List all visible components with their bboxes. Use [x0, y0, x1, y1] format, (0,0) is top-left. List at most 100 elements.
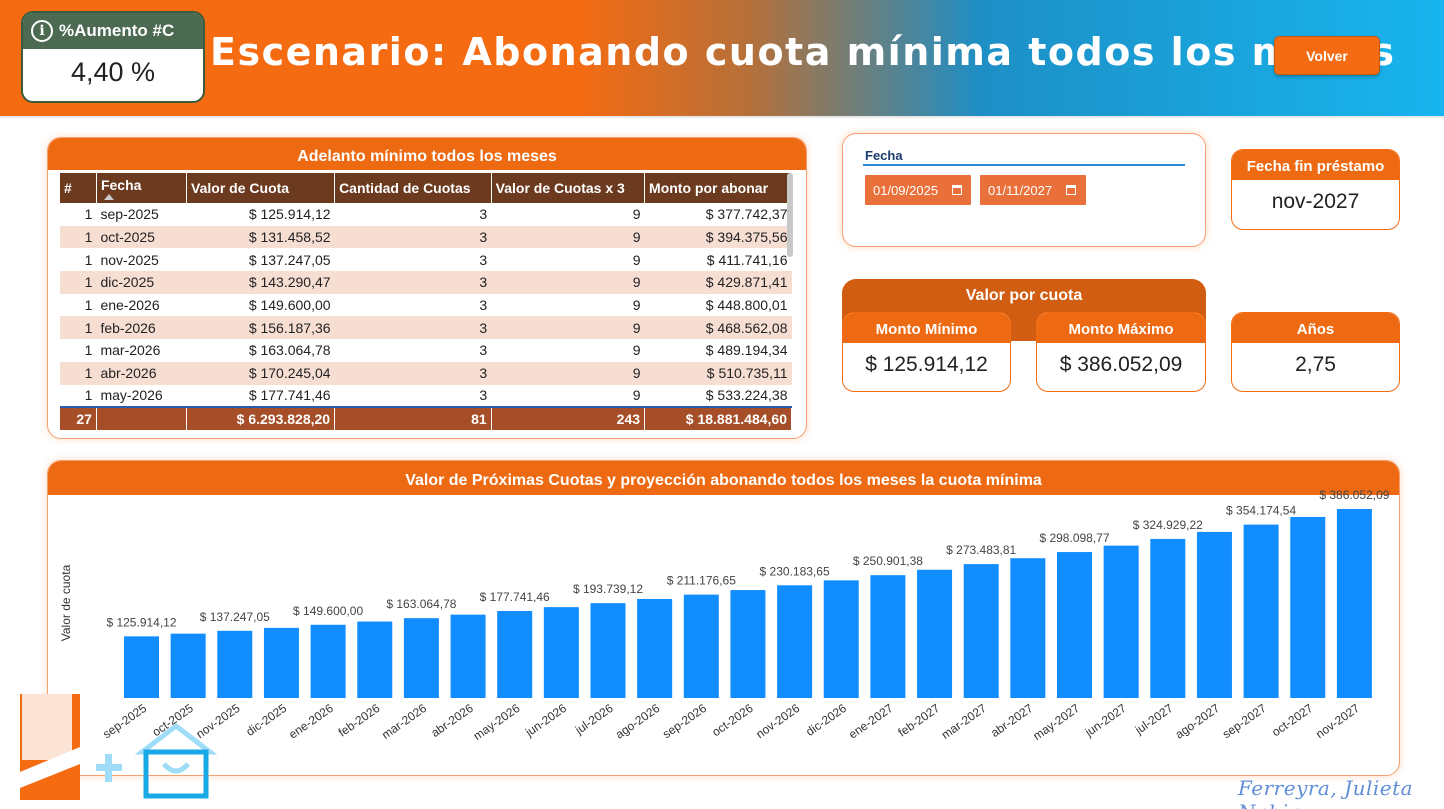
table-cell: 3: [334, 271, 492, 294]
table-cell: $ 468.562,08: [644, 316, 792, 340]
bar-mar-2027[interactable]: [963, 564, 999, 698]
table-cell: 1: [84, 342, 93, 359]
y-axis-label: Valor de cuota: [59, 564, 73, 641]
table-cell: 1: [60, 225, 97, 249]
table-row[interactable]: 1 abr-2026 $ 170.245,04 3 9 $ 510.735,11: [60, 361, 792, 385]
bar-jun-2026[interactable]: [543, 607, 579, 698]
bar-nov-2027[interactable]: [1336, 509, 1372, 698]
bar-dic-2025[interactable]: [263, 627, 299, 698]
fecha-fin-label: Fecha fin préstamo: [1232, 150, 1399, 180]
table-cell: 3: [479, 297, 488, 314]
x-tick-label: may-2027: [1030, 701, 1082, 743]
valor-por-cuota-title: Valor por cuota: [965, 287, 1083, 304]
bar-sep-2026[interactable]: [683, 594, 719, 698]
table-cell: 1: [84, 387, 93, 404]
col-header-cantidad[interactable]: Cantidad de Cuotas: [334, 173, 492, 203]
bar-feb-2026[interactable]: [357, 621, 393, 698]
fecha-fin-card: Fecha fin préstamo nov-2027: [1231, 149, 1400, 230]
bar-jul-2027[interactable]: [1150, 538, 1186, 698]
bar-nov-2025[interactable]: [217, 630, 253, 698]
end-date-value: 01/11/2027: [988, 182, 1053, 198]
bar-oct-2026[interactable]: [730, 590, 766, 698]
table-cell: mar-2026: [100, 342, 161, 359]
col-header-monto[interactable]: Monto por abonar: [644, 173, 792, 203]
bar-may-2027[interactable]: [1057, 552, 1092, 698]
bar-mar-2026[interactable]: [403, 618, 439, 698]
data-label: $ 211.176,65: [667, 574, 737, 588]
bar-ago-2027[interactable]: [1196, 531, 1232, 698]
bar-oct-2027[interactable]: [1290, 516, 1326, 698]
table-cell: abr-2026: [96, 361, 187, 385]
x-tick-label: dic-2026: [803, 701, 849, 739]
end-date-input[interactable]: 01/11/2027: [980, 175, 1086, 205]
col-header-valor[interactable]: Valor de Cuota: [186, 173, 336, 203]
table-cell: may-2026: [100, 387, 163, 404]
table-row[interactable]: 1 dic-2025 $ 143.290,47 3 9 $ 429.871,41: [60, 271, 792, 294]
table-cell: sep-2025: [100, 206, 159, 223]
bar-sep-2025[interactable]: [124, 636, 159, 698]
x-tick-label: nov-2027: [1313, 701, 1362, 741]
fecha-slicer: Fecha 01/09/2025 01/11/2027: [842, 133, 1206, 247]
total-cell: $ 6.293.828,20: [186, 406, 336, 431]
bar-dic-2026[interactable]: [823, 580, 859, 698]
table-row[interactable]: 1 feb-2026 $ 156.187,36 3 9 $ 468.562,08: [60, 316, 792, 340]
total-cell: 27: [60, 406, 97, 431]
bar-feb-2027[interactable]: [917, 569, 953, 698]
table-cell: oct-2025: [96, 225, 187, 249]
x-tick-label: sep-2027: [1220, 701, 1269, 741]
bar-oct-2025[interactable]: [170, 633, 206, 698]
table-cell: 9: [491, 316, 645, 340]
table-cell: $ 143.290,47: [186, 271, 335, 294]
col-header-valor-x3[interactable]: Valor de Cuotas x 3: [491, 173, 646, 203]
aumento-value: 4,40 %: [70, 57, 156, 87]
table-cell: 9: [632, 342, 641, 359]
col-header-num[interactable]: #: [60, 173, 97, 203]
table-row[interactable]: 1 nov-2025 $ 137.247,05 3 9 $ 411.741,16: [60, 248, 792, 271]
col-header-fecha[interactable]: Fecha: [96, 173, 188, 203]
fecha-fin-value: nov-2027: [1271, 190, 1360, 213]
data-label: $ 177.741,46: [480, 590, 550, 604]
info-icon[interactable]: i: [31, 20, 53, 42]
x-tick-label: may-2026: [471, 701, 523, 743]
bar-ene-2026[interactable]: [310, 624, 346, 698]
bar-ago-2026[interactable]: [637, 598, 673, 698]
table-row[interactable]: 1 sep-2025 $ 125.914,12 3 9 $ 377.742,37: [60, 203, 792, 226]
data-label: $ 298.098,77: [1039, 531, 1109, 545]
bar-jul-2026[interactable]: [590, 603, 626, 698]
data-label: $ 149.600,00: [293, 604, 363, 618]
x-tick-label: sep-2026: [660, 701, 709, 741]
total-cell: 243: [491, 406, 646, 431]
bar-jun-2027[interactable]: [1103, 545, 1139, 698]
start-date-input[interactable]: 01/09/2025: [865, 175, 971, 205]
table-row[interactable]: 1 oct-2025 $ 131.458,52 3 9 $ 394.375,56: [60, 225, 792, 249]
table-cell: $ 429.871,41: [644, 271, 792, 294]
table-row[interactable]: 1 mar-2026 $ 163.064,78 3 9 $ 489.194,34: [60, 339, 792, 362]
table-row[interactable]: 1 may-2026 $ 177.741,46 3 9 $ 533.224,38: [60, 385, 792, 408]
bar-sep-2027[interactable]: [1243, 524, 1279, 698]
table-cell: 9: [632, 297, 641, 314]
anios-card: Años 2,75: [1231, 312, 1400, 392]
bar-abr-2027[interactable]: [1010, 558, 1046, 698]
aumento-label: %Aumento #C: [59, 21, 175, 40]
x-tick-label: dic-2025: [243, 701, 289, 739]
table-cell: $ 149.600,00: [248, 297, 331, 314]
table-cell: 9: [491, 225, 645, 249]
bar-ene-2027[interactable]: [870, 575, 906, 698]
aumento-kpi-card: i %Aumento #C 4,40 %: [21, 11, 205, 103]
bar-abr-2026[interactable]: [450, 614, 486, 698]
author-signature: Ferreyra, Julieta Nahir: [1238, 776, 1414, 809]
sort-ascending-icon: [103, 193, 114, 200]
bar-may-2026[interactable]: [497, 610, 533, 698]
table-cell: 1: [84, 251, 93, 268]
table-scrollbar[interactable]: [787, 173, 793, 257]
table-row[interactable]: 1 ene-2026 $ 149.600,00 3 9 $ 448.800,01: [60, 294, 792, 317]
bar-nov-2026[interactable]: [777, 585, 813, 698]
table-cell: $ 137.247,05: [248, 251, 331, 268]
table-cell: 1: [60, 361, 97, 385]
start-date-value: 01/09/2025: [873, 182, 939, 198]
x-tick-label: mar-2027: [939, 701, 989, 742]
table-cell: 3: [334, 225, 492, 249]
monto-maximo-label: Monto Máximo: [1037, 313, 1205, 343]
volver-button[interactable]: Volver: [1274, 36, 1380, 75]
table-header-row: # Fecha Valor de Cuota Cantidad de Cuota…: [60, 173, 792, 203]
